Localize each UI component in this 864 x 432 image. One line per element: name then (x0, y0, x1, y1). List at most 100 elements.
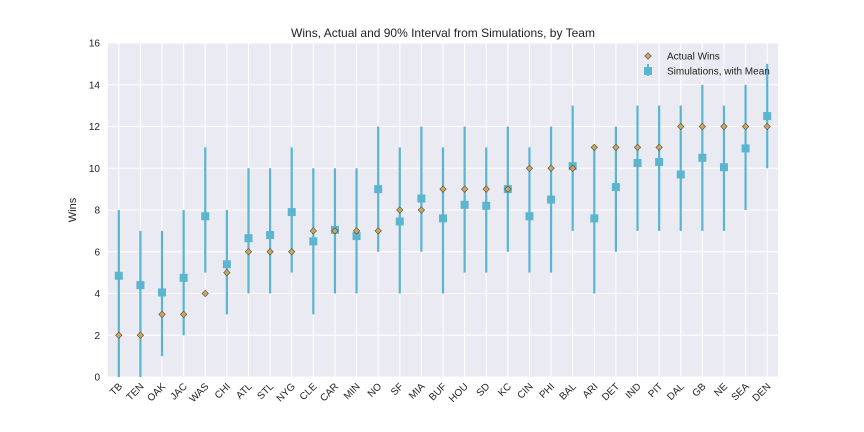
simulation-mean-marker (741, 144, 750, 153)
simulation-mean-marker (611, 183, 620, 192)
simulation-mean-marker (266, 231, 275, 240)
actual-wins-marker (482, 185, 490, 193)
legend-actual-label: Actual Wins (667, 52, 720, 63)
x-tick-label: TB (108, 381, 125, 398)
simulation-means (114, 112, 772, 297)
actual-wins-points (115, 122, 771, 339)
simulation-mean-marker (201, 212, 210, 221)
actual-wins-marker (677, 122, 685, 131)
legend-actual-marker (644, 52, 652, 60)
simulation-mean-marker (222, 260, 231, 269)
simulation-mean-marker (676, 170, 685, 179)
simulation-mean-marker (244, 234, 253, 243)
y-tick-label: 0 (94, 373, 100, 384)
y-tick-label: 16 (89, 39, 101, 50)
actual-wins-marker (569, 164, 577, 172)
simulation-mean-marker (655, 157, 664, 166)
actual-wins-marker (201, 289, 209, 298)
simulation-mean-marker (698, 153, 707, 162)
x-tick-label: CLE (298, 381, 320, 403)
actual-wins-marker (115, 331, 123, 339)
actual-wins-marker (741, 122, 750, 131)
simulation-mean-marker (136, 281, 145, 290)
x-tick-label: TEN (125, 381, 147, 403)
simulation-mean-marker (547, 195, 556, 204)
actual-wins-marker (352, 227, 361, 235)
y-tick-label: 12 (89, 122, 101, 133)
x-tick-label: GB (690, 381, 708, 399)
x-tick-label: JAC (169, 381, 190, 402)
simulation-mean-marker (179, 273, 188, 282)
legend-simulation-label: Simulations, with Mean (667, 67, 770, 78)
chart-title: Wins, Actual and 90% Interval from Simul… (291, 26, 595, 40)
x-tick-label: IND (624, 381, 644, 401)
simulation-mean-marker (417, 194, 426, 203)
simulation-mean-marker (525, 212, 534, 221)
actual-wins-marker (612, 143, 620, 151)
actual-wins-marker (698, 122, 706, 131)
y-tick-label: 2 (94, 331, 100, 342)
actual-wins-marker (633, 143, 642, 151)
simulation-mean-marker (309, 237, 318, 246)
y-tick-label: 8 (94, 206, 100, 217)
simulation-mean-marker (395, 217, 404, 226)
simulation-mean-marker (460, 200, 469, 209)
x-tick-label: PHI (538, 381, 558, 401)
x-tick-label: SD (475, 381, 493, 399)
x-tick-label: WAS (188, 381, 212, 405)
x-tick-label: HOU (447, 381, 471, 405)
x-tick-label: BUF (427, 381, 449, 403)
x-tick-label: CHI (213, 381, 233, 401)
x-tick-label: NYG (275, 381, 298, 404)
simulation-mean-marker (763, 112, 772, 121)
x-tick-label: MIN (342, 381, 363, 402)
legend: Actual Wins Simulations, with Mean (644, 52, 770, 78)
actual-wins-marker (223, 269, 231, 277)
actual-wins-marker (374, 227, 382, 235)
simulation-mean-marker (374, 185, 383, 194)
simulation-mean-marker (352, 232, 361, 241)
x-tick-label: MIA (407, 381, 428, 402)
simulation-mean-marker (719, 163, 728, 172)
x-tick-label: ARI (581, 381, 601, 401)
simulation-mean-marker (287, 208, 296, 217)
actual-wins-marker (590, 143, 598, 151)
actual-wins-marker (136, 331, 145, 339)
x-tick-label: DEN (751, 381, 774, 404)
legend-simulation-marker (644, 67, 652, 75)
actual-wins-marker (547, 164, 555, 172)
actual-wins-marker (655, 143, 663, 151)
x-tick-label: SEA (730, 381, 752, 403)
x-tick-label: CIN (516, 381, 536, 401)
actual-wins-marker (460, 185, 469, 193)
x-tick-label: STL (255, 381, 276, 402)
x-tick-label: BAL (558, 381, 579, 402)
actual-wins-marker (180, 310, 188, 318)
actual-wins-marker (439, 185, 447, 193)
y-axis-title: Wins (67, 197, 79, 222)
y-tick-label: 10 (89, 164, 101, 175)
actual-wins-marker (244, 248, 253, 256)
simulation-mean-marker (633, 159, 642, 168)
actual-wins-marker (417, 206, 426, 214)
actual-wins-marker (525, 164, 534, 172)
actual-wins-marker (720, 122, 728, 131)
simulation-mean-marker (590, 214, 599, 223)
x-tick-label: OAK (145, 381, 168, 404)
x-tick-label: NO (366, 381, 385, 400)
x-tick-label: DET (600, 381, 622, 403)
simulation-mean-marker (158, 288, 167, 297)
y-tick-label: 6 (94, 247, 100, 258)
y-tick-label: 4 (94, 289, 100, 300)
x-tick-label: NE (712, 381, 730, 399)
actual-wins-marker (309, 227, 317, 235)
simulation-mean-marker (114, 271, 123, 280)
simulation-mean-marker (439, 214, 447, 223)
actual-wins-marker (288, 248, 296, 256)
x-tick-label: SF (389, 381, 406, 398)
actual-wins-marker (504, 185, 512, 193)
actual-wins-marker (158, 310, 166, 318)
